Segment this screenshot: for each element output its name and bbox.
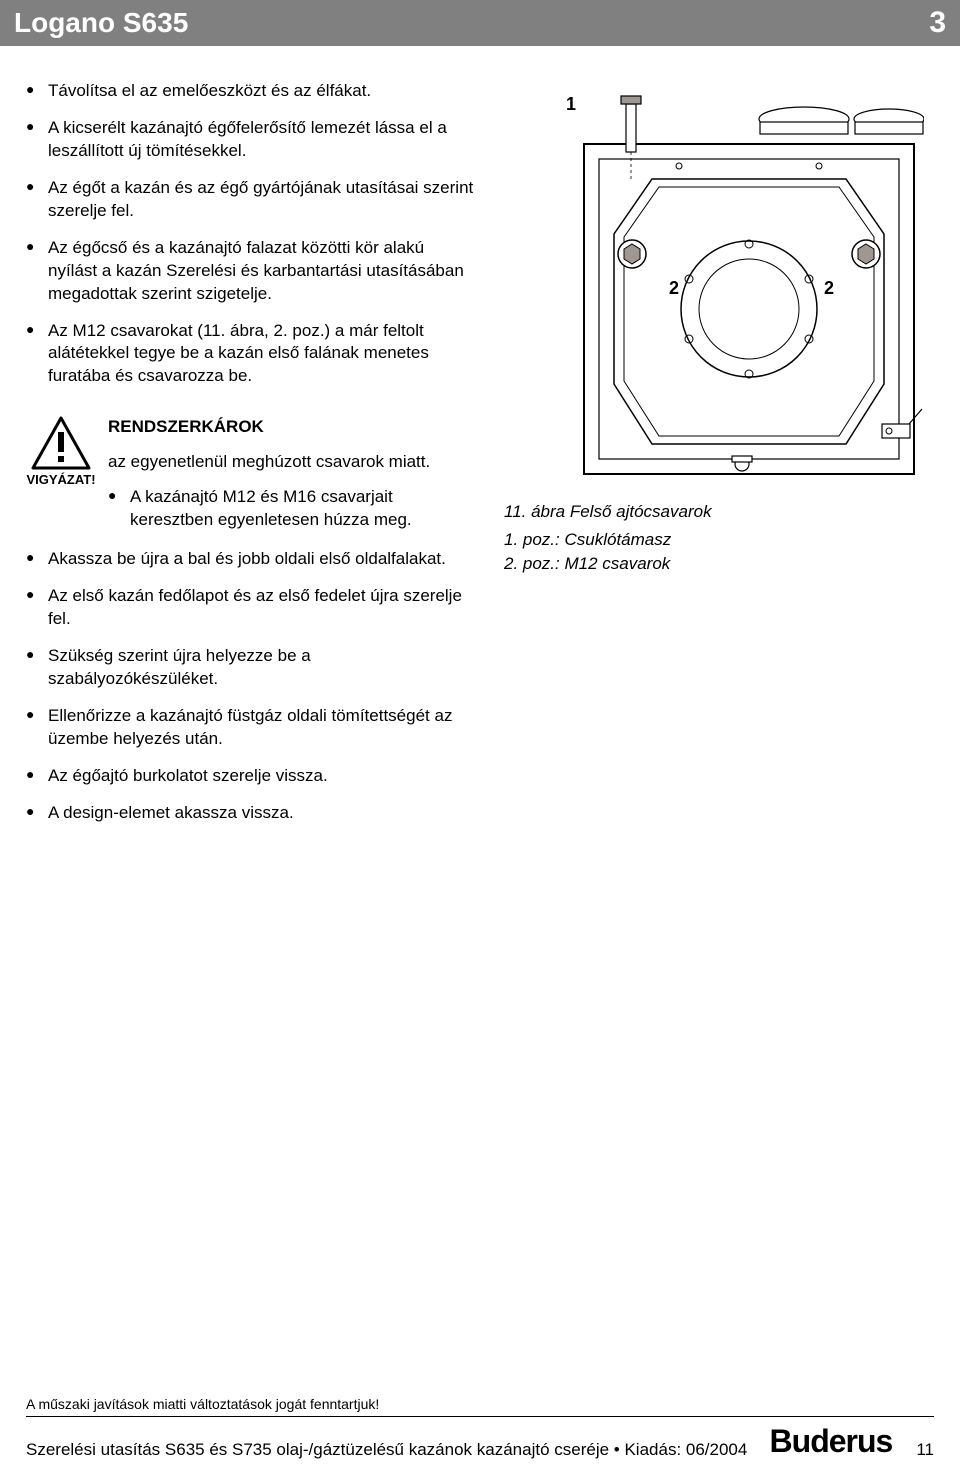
caution-block: VIGYÁZAT! RENDSZERKÁROK az egyenetlenül … — [26, 416, 476, 532]
list-item: Ellenőrizze a kazánajtó füstgáz oldali t… — [26, 705, 476, 751]
figure-legend-item: 1. poz.: Csuklótámasz — [504, 530, 934, 550]
caution-text: RENDSZERKÁROK az egyenetlenül meghúzott … — [108, 416, 476, 532]
left-column: Távolítsa el az emelőeszközt és az élfák… — [26, 80, 476, 839]
list-item: Távolítsa el az emelőeszközt és az élfák… — [26, 80, 476, 103]
instruction-list-top: Távolítsa el az emelőeszközt és az élfák… — [26, 80, 476, 388]
list-item: Az égőcső és a kazánajtó falazat közötti… — [26, 237, 476, 306]
technical-figure: 1 2 2 — [504, 84, 924, 484]
callout-2a: 2 — [669, 278, 679, 298]
caution-icon-wrap: VIGYÁZAT! — [26, 416, 96, 532]
figure-caption: 11. ábra Felső ajtócsavarok — [504, 502, 934, 522]
footer-disclaimer: A műszaki javítások miatti változtatások… — [26, 1396, 934, 1417]
brand-wrap: Buderus 11 — [770, 1423, 934, 1460]
figure-legend-item: 2. poz.: M12 csavarok — [504, 554, 934, 574]
content-area: Távolítsa el az emelőeszközt és az élfák… — [0, 46, 960, 839]
page-footer: A műszaki javítások miatti változtatások… — [0, 1396, 960, 1472]
callout-1: 1 — [566, 94, 576, 114]
callout-2b: 2 — [824, 278, 834, 298]
instruction-list-bottom: Akassza be újra a bal és jobb oldali els… — [26, 548, 476, 824]
page-number: 11 — [916, 1440, 934, 1460]
footer-row: Szerelési utasítás S635 és S735 olaj-/gá… — [26, 1423, 934, 1460]
list-item: Az első kazán fedőlapot és az első fedel… — [26, 585, 476, 631]
brand-logo: Buderus — [770, 1423, 893, 1460]
header-title: Logano S635 — [14, 7, 188, 39]
caution-subtext: az egyenetlenül meghúzott csavarok miatt… — [108, 451, 476, 474]
warning-triangle-icon — [31, 416, 91, 470]
caution-title: RENDSZERKÁROK — [108, 416, 476, 439]
footer-publication-line: Szerelési utasítás S635 és S735 olaj-/gá… — [26, 1440, 747, 1460]
caution-bullet: A kazánajtó M12 és M16 csavarjait keresz… — [108, 486, 476, 532]
list-item: Akassza be újra a bal és jobb oldali els… — [26, 548, 476, 571]
chapter-number: 3 — [929, 6, 946, 40]
page-header: Logano S635 3 — [0, 0, 960, 46]
caution-label: VIGYÁZAT! — [26, 472, 95, 487]
list-item: Az égőajtó burkolatot szerelje vissza. — [26, 765, 476, 788]
list-item: Szükség szerint újra helyezze be a szabá… — [26, 645, 476, 691]
list-item: A design-elemet akassza vissza. — [26, 802, 476, 825]
list-item: Az M12 csavarokat (11. ábra, 2. poz.) a … — [26, 320, 476, 389]
list-item: A kicserélt kazánajtó égőfelerősítő leme… — [26, 117, 476, 163]
list-item: Az égőt a kazán és az égő gyártójának ut… — [26, 177, 476, 223]
right-column: 1 2 2 11. ábra Felső ajtócsavarok 1. poz… — [504, 80, 934, 839]
